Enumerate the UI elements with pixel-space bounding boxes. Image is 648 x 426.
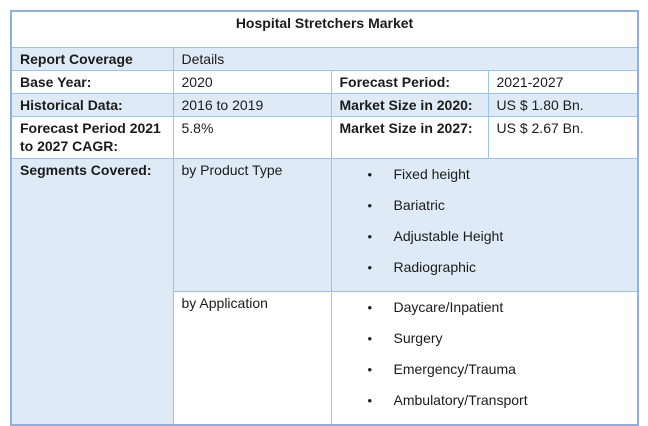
bullet-icon: • [367,228,373,244]
title-row: Hospital Stretchers Market [10,10,639,48]
list-item: • Adjustable Height [368,227,630,246]
product-type-list: • Fixed height • Bariatric • Adjustable Hei… [340,165,630,277]
base-year-row: Base Year: 2020 Forecast Period: 2021-20… [10,69,639,94]
segment-item-label: Daycare/Inpatient [393,298,504,315]
page-title: Hospital Stretchers Market [10,10,639,48]
segment-item-label: Ambulatory/Transport [393,391,528,408]
forecast-period-label: Forecast Period: [330,69,489,94]
market-report-table: Hospital Stretchers Market Report Covera… [10,10,640,426]
segment-item-label: Emergency/Trauma [393,360,516,377]
list-item: • Daycare/Inpatient [368,298,630,317]
list-item: • Surgery [368,329,630,348]
bullet-icon: • [367,330,373,346]
segment-item-label: Adjustable Height [393,227,504,244]
coverage-row: Report Coverage Details [10,46,639,71]
bullet-icon: • [367,361,373,377]
bullet-icon: • [367,166,373,182]
list-item: • Fixed height [368,165,630,184]
segments-product-type-row: Segments Covered: by Product Type • Fixed… [10,157,639,425]
segments-covered-label: Segments Covered: [10,157,174,425]
segment-group-product-type: by Product Type [172,157,332,292]
product-type-items-cell: • Fixed height • Bariatric • Adjustable Hei… [330,157,639,292]
historical-data-label: Historical Data: [10,92,174,117]
bullet-icon: • [367,392,373,408]
bullet-icon: • [367,259,373,275]
list-item: • Ambulatory/Transport [368,391,630,410]
segment-item-label: Radiographic [393,258,477,275]
base-year-label: Base Year: [10,69,174,94]
bullet-icon: • [367,299,373,315]
segment-item-label: Surgery [393,329,443,346]
market-size-2020-label: Market Size in 2020: [330,92,489,117]
cagr-row: Forecast Period 2021 to 2027 CAGR: 5.8% … [10,115,639,159]
segment-item-label: Bariatric [393,196,445,213]
market-size-2020-value: US $ 1.80 Bn. [487,92,639,117]
report-table-container: Hospital Stretchers Market Report Covera… [10,10,640,426]
market-size-2027-value: US $ 2.67 Bn. [487,115,639,159]
forecast-period-value: 2021-2027 [487,69,639,94]
cagr-label: Forecast Period 2021 to 2027 CAGR: [10,115,174,159]
list-item: • Bariatric [368,196,630,215]
historical-data-row: Historical Data: 2016 to 2019 Market Siz… [10,92,639,117]
segment-item-label: Fixed height [393,165,470,182]
report-coverage-value: Details [172,46,639,71]
market-size-2027-label: Market Size in 2027: [330,115,489,159]
application-list: • Daycare/Inpatient • Surgery • Emergency/T… [340,298,630,410]
base-year-value: 2020 [172,69,332,94]
segments-application-row: by Application • Daycare/Inpatient • Surge… [11,290,639,425]
list-item: • Emergency/Trauma [368,360,630,379]
report-coverage-label: Report Coverage [10,46,174,71]
list-item: • Radiographic [368,258,630,277]
bullet-icon: • [367,197,373,213]
historical-data-value: 2016 to 2019 [172,92,332,117]
cagr-value: 5.8% [172,115,332,159]
segment-group-application: by Application [172,290,332,425]
application-items-cell: • Daycare/Inpatient • Surgery • Emergency/T… [330,290,639,425]
